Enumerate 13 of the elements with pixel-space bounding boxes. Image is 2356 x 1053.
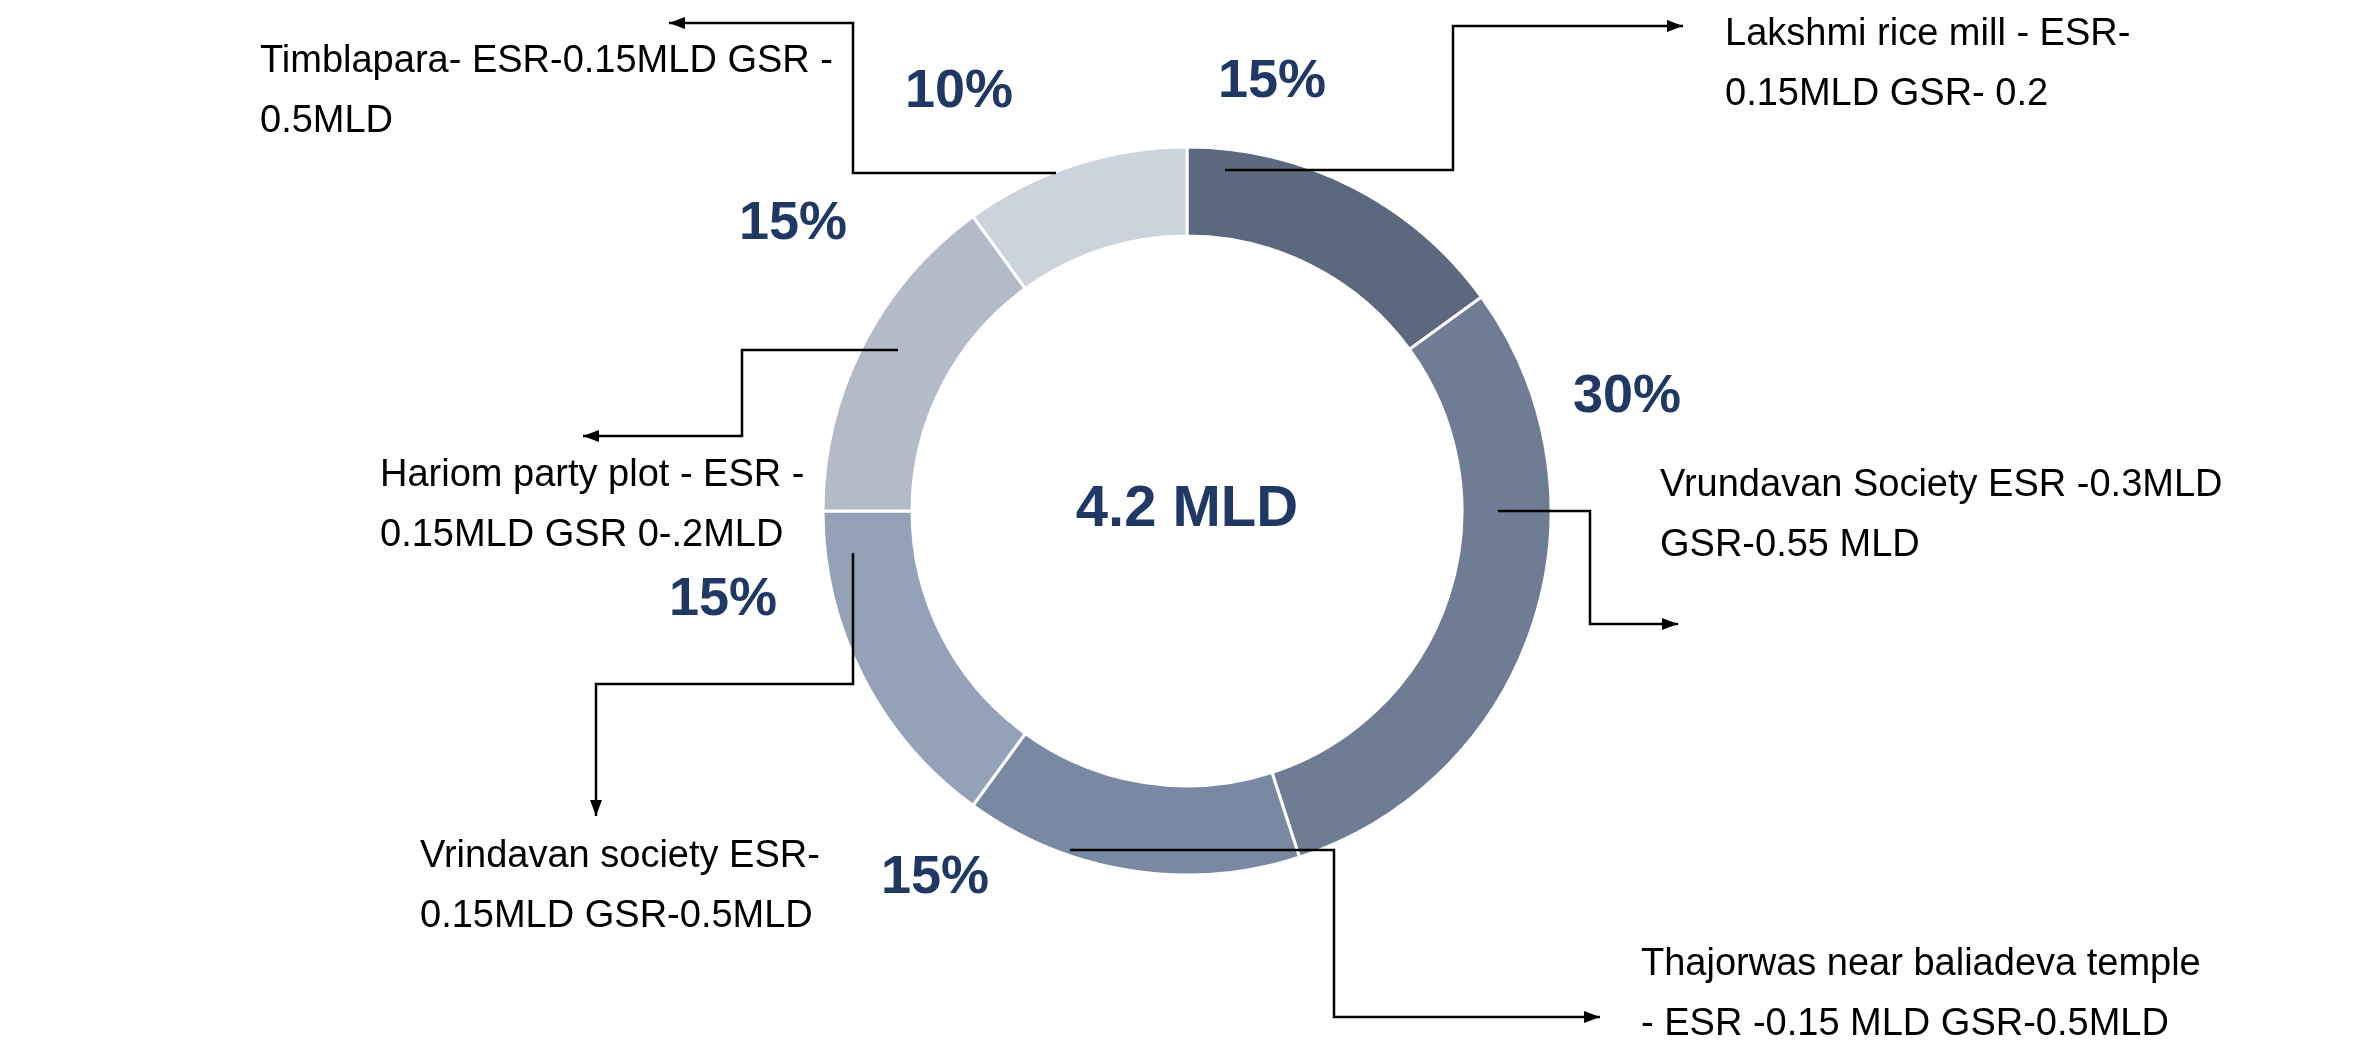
text: 4.2 MLD — [1075, 473, 1299, 539]
data-label: 15% — [1217, 48, 1327, 109]
data-label: 15% — [880, 844, 990, 905]
slice-label: Vrundavan Society ESR -0.3MLD GSR-0.55 MLD — [1660, 462, 2223, 564]
data-label: 15% — [668, 566, 778, 627]
data-label: 10% — [904, 58, 1014, 119]
slice-label: Lakshmi rice mill - ESR- 0.15MLD GSR- 0.2 — [1725, 11, 2131, 113]
slice-label: Timblapara- ESR-0.15MLD GSR - 0.5MLD — [260, 38, 833, 140]
slice-label: Thajorwas near baliadeva temple - ESR -0.15 MLD GSR-0.5MLD — [1641, 941, 2201, 1043]
data-label: 30% — [1572, 363, 1682, 424]
slice-label: Hariom party plot - ESR - 0.15MLD GSR 0-.2MLD — [380, 452, 805, 554]
slice-label: Vrindavan society ESR- 0.15MLD GSR-0.5MLD — [420, 833, 820, 935]
data-label: 15% — [738, 190, 848, 251]
